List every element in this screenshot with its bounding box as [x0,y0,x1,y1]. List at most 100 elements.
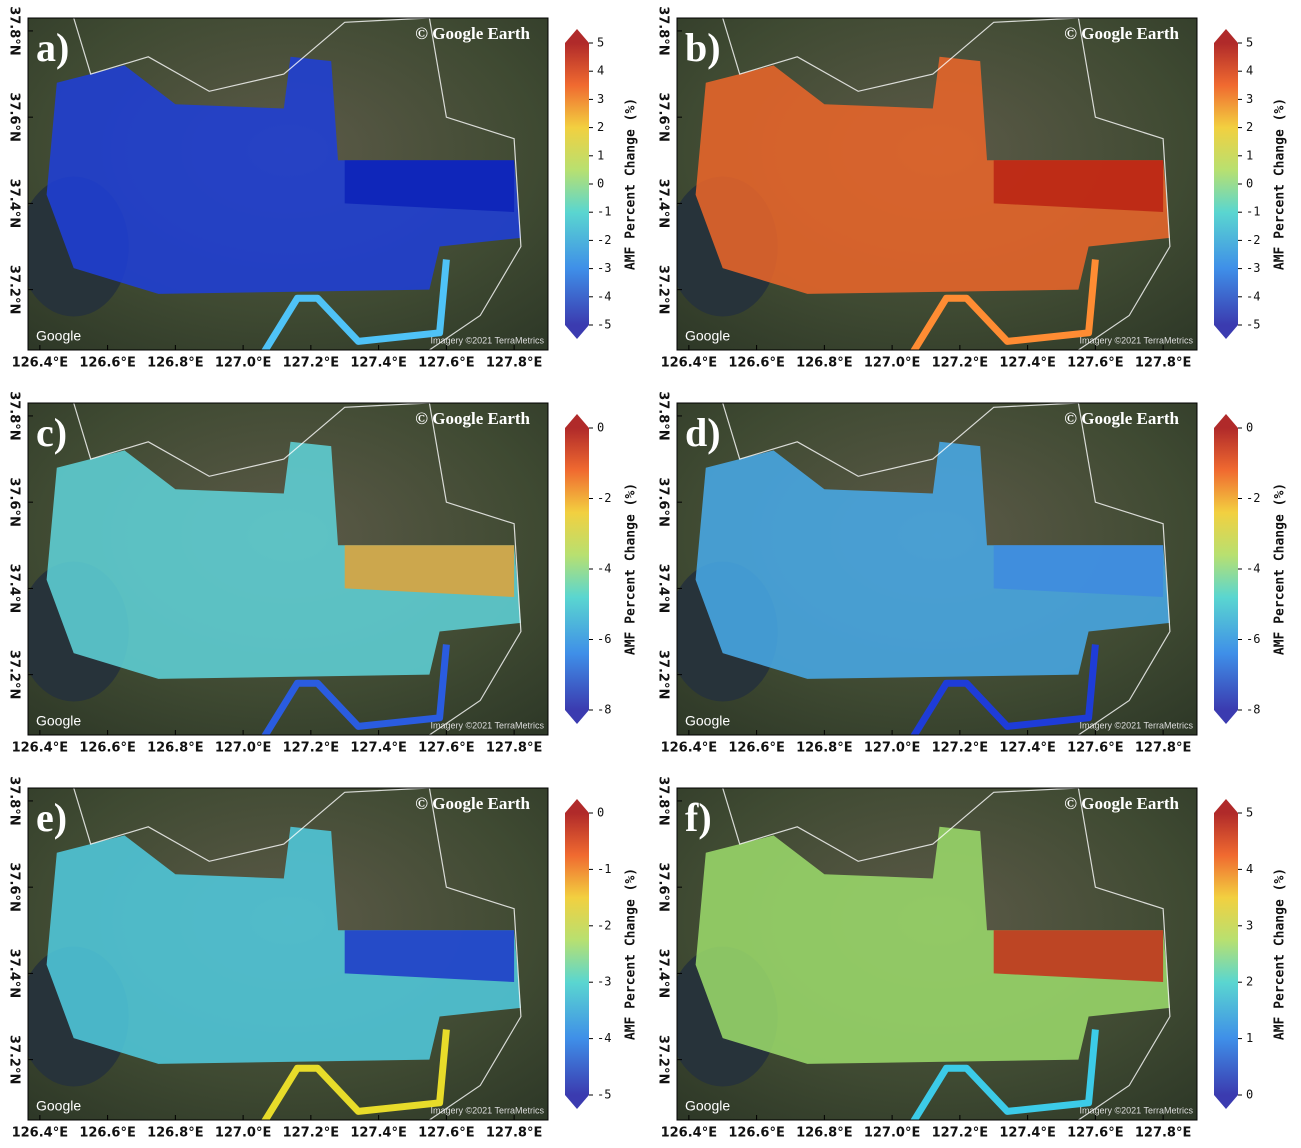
road-track [261,1029,450,1120]
colorbar-label: AMF Percent Change (%) [1273,868,1288,1040]
swath-east [993,930,1164,982]
colorbar-tick-label: -5 [1246,318,1260,332]
swath-east [344,930,515,982]
colorbar-tick-label: -4 [1246,289,1260,303]
map-frame [676,17,1198,351]
colorbar-tick-label: 0 [1246,177,1253,191]
colorbar-tick-label: 4 [1246,862,1253,876]
y-tick-label: 37.4°N [656,179,671,228]
y-tick-label: 37.4°N [7,564,22,613]
colorbar-extend-max [1214,799,1238,813]
swath-east [344,545,515,597]
road-track [910,644,1099,735]
x-tick-label: 126.4°E [12,741,69,756]
colorbar-tick-label: -2 [597,491,611,505]
colorbar-tick-label: 5 [597,36,604,50]
x-tick-label: 126.4°E [12,1126,69,1141]
imagery-credit: Imagery ©2021 TerraMetrics [430,1105,544,1115]
y-tick-label: 37.2°N [656,265,671,314]
colorbar-tick-label: 0 [1246,421,1253,435]
x-tick-label: 127.2°E [283,356,340,371]
road-track [910,259,1099,350]
panel: c) © Google Earth Google Imagery ©2021 Terr… [7,391,639,755]
x-tick-label: 127.0°E [215,741,272,756]
panel: b) © Google Earth Google Imagery ©2021 Terr… [656,6,1288,370]
map [677,788,1197,1120]
google-logo: Google [36,328,81,344]
y-tick-label: 37.8°N [656,391,671,440]
y-tick-label: 37.4°N [656,564,671,613]
x-tick-label: 127.4°E [350,356,407,371]
colorbar-tick-label: 2 [1246,120,1253,134]
colorbar [565,813,589,1095]
y-tick-label: 37.8°N [7,776,22,825]
watermark: © Google Earth [415,24,530,43]
map-frame [676,787,1198,1121]
map-frame [27,402,549,736]
y-tick-label: 37.6°N [7,92,22,141]
y-tick-label: 37.6°N [7,477,22,526]
panel-label: c) [36,410,67,455]
y-tick-label: 37.6°N [656,92,671,141]
panel: a) © Google Earth Google Imagery ©2021 Terr… [7,6,639,370]
colorbar-tick-label: -1 [597,205,611,219]
panel-label: d) [685,410,721,455]
colorbar-label: AMF Percent Change (%) [624,98,639,270]
x-tick-label: 127.6°E [1067,356,1124,371]
x-tick-label: 127.8°E [1135,1126,1192,1141]
x-tick-label: 127.0°E [215,356,272,371]
panel-label: f) [685,795,712,840]
swath [46,441,521,679]
colorbar-tick-label: 4 [597,64,604,78]
x-tick-label: 126.8°E [147,741,204,756]
y-tick-label: 37.4°N [7,179,22,228]
x-tick-label: 126.8°E [147,1126,204,1141]
x-tick-label: 127.2°E [283,741,340,756]
x-tick-label: 127.0°E [864,1126,921,1141]
y-tick-label: 37.6°N [656,477,671,526]
colorbar-tick-label: -6 [597,632,611,646]
swath-east [344,160,515,212]
x-tick-label: 127.0°E [215,1126,272,1141]
colorbar-tick-label: 0 [597,177,604,191]
map [28,18,548,350]
panel-label: b) [685,25,721,70]
x-tick-label: 127.4°E [350,741,407,756]
x-tick-label: 127.6°E [1067,1126,1124,1141]
colorbar-extend-max [565,29,589,43]
panel: f) © Google Earth Google Imagery ©2021 Terr… [656,776,1288,1140]
x-tick-label: 127.8°E [1135,356,1192,371]
map-frame [27,17,549,351]
colorbar-extend-min [1214,1095,1238,1109]
colorbar-label: AMF Percent Change (%) [624,483,639,655]
colorbar [1214,43,1238,325]
road-track [261,644,450,735]
x-tick-label: 127.8°E [486,356,543,371]
y-tick-label: 37.4°N [7,949,22,998]
x-tick-label: 127.4°E [350,1126,407,1141]
swath [695,56,1170,294]
y-tick-label: 37.2°N [656,1035,671,1084]
colorbar-tick-label: -2 [597,918,611,932]
colorbar-tick-label: -4 [1246,562,1260,576]
colorbar-tick-label: 0 [597,421,604,435]
colorbar-tick-label: -5 [597,318,611,332]
watermark: © Google Earth [415,794,530,813]
y-tick-label: 37.8°N [7,6,22,55]
road-track [910,1029,1099,1120]
google-logo: Google [685,328,730,344]
y-tick-label: 37.4°N [656,949,671,998]
colorbar-tick-label: -2 [1246,491,1260,505]
x-tick-label: 126.8°E [796,356,853,371]
colorbar-label: AMF Percent Change (%) [1273,483,1288,655]
border [73,403,522,735]
colorbar-extend-min [1214,325,1238,339]
y-tick-label: 37.8°N [7,391,22,440]
x-tick-label: 127.0°E [864,741,921,756]
imagery-credit: Imagery ©2021 TerraMetrics [1079,1105,1193,1115]
x-tick-label: 127.6°E [418,741,475,756]
panel: d) © Google Earth Google Imagery ©2021 Terr… [656,391,1288,755]
panel: e) © Google Earth Google Imagery ©2021 Terr… [7,776,639,1140]
watermark: © Google Earth [1064,24,1179,43]
imagery-credit: Imagery ©2021 TerraMetrics [430,720,544,730]
